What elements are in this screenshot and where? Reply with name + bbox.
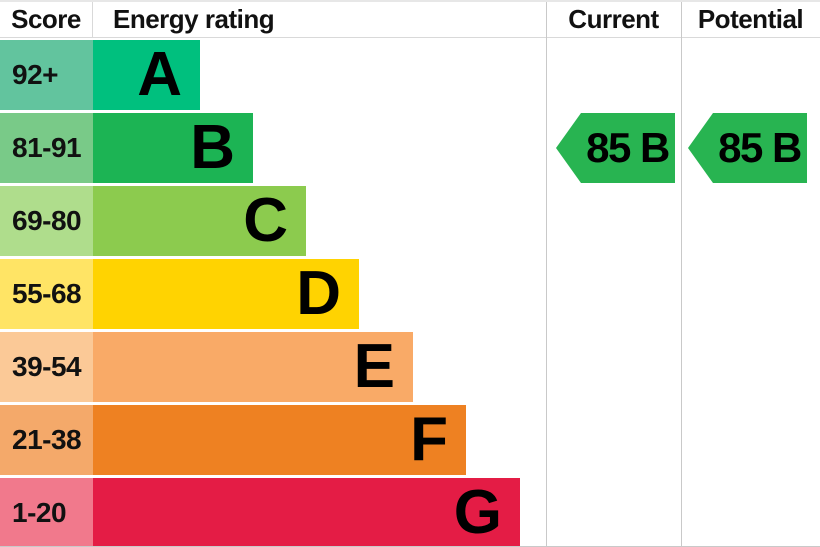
- score-range-label-b: 81-91: [12, 132, 82, 163]
- score-range-label-g: 1-20: [12, 497, 67, 528]
- chart-header-row: Score Energy rating Current Potential: [0, 2, 820, 38]
- score-range-label-d: 55-68: [12, 278, 82, 309]
- band-letter-b: B: [190, 113, 235, 182]
- band-row-c: 69-80 C: [0, 186, 520, 256]
- header-score: Score: [0, 2, 93, 37]
- band-bar-g: G: [93, 478, 520, 547]
- band-letter-d: D: [296, 259, 341, 328]
- band-row-f: 21-38 F: [0, 405, 520, 475]
- band-bar-a: A: [93, 40, 200, 110]
- band-bar-c: C: [93, 186, 306, 256]
- current-rating-value: 85 B: [586, 124, 670, 171]
- band-row-a: 92+ A: [0, 40, 520, 110]
- band-letter-e: E: [353, 332, 395, 401]
- band-row-g: 1-20 G: [0, 478, 520, 547]
- column-divider-current-potential: [681, 2, 682, 546]
- band-letter-g: G: [453, 478, 502, 547]
- current-rating-arrow: 85 B: [556, 113, 675, 183]
- score-range-cell-d: 55-68: [0, 259, 93, 329]
- band-letter-a: A: [137, 40, 182, 109]
- band-bar-f: F: [93, 405, 466, 475]
- band-row-d: 55-68 D: [0, 259, 520, 329]
- score-range-cell-g: 1-20: [0, 478, 93, 546]
- band-row-b: 81-91 B: [0, 113, 520, 183]
- band-bar-b: B: [93, 113, 253, 183]
- score-range-cell-c: 69-80: [0, 186, 93, 256]
- header-energy-rating: Energy rating: [113, 4, 275, 34]
- header-potential: Potential: [697, 4, 804, 34]
- score-range-cell-e: 39-54: [0, 332, 93, 402]
- band-letter-c: C: [243, 186, 288, 255]
- score-range-label-e: 39-54: [12, 351, 82, 382]
- potential-rating-value: 85 B: [718, 124, 802, 171]
- score-range-cell-b: 81-91: [0, 113, 93, 183]
- band-rows: 92+ A 81-91 B 69-80 C 55-68: [0, 40, 520, 547]
- band-letter-f: F: [410, 405, 448, 474]
- column-divider-energy-current: [546, 2, 547, 546]
- score-range-label-f: 21-38: [12, 424, 82, 455]
- score-range-label-c: 69-80: [12, 205, 82, 236]
- score-range-cell-f: 21-38: [0, 405, 93, 475]
- potential-rating-arrow: 85 B: [688, 113, 807, 183]
- header-current: Current: [568, 4, 659, 34]
- band-row-e: 39-54 E: [0, 332, 520, 402]
- score-range-label-a: 92+: [12, 59, 59, 90]
- band-bar-d: D: [93, 259, 359, 329]
- band-bar-e: E: [93, 332, 413, 402]
- score-range-cell-a: 92+: [0, 40, 93, 110]
